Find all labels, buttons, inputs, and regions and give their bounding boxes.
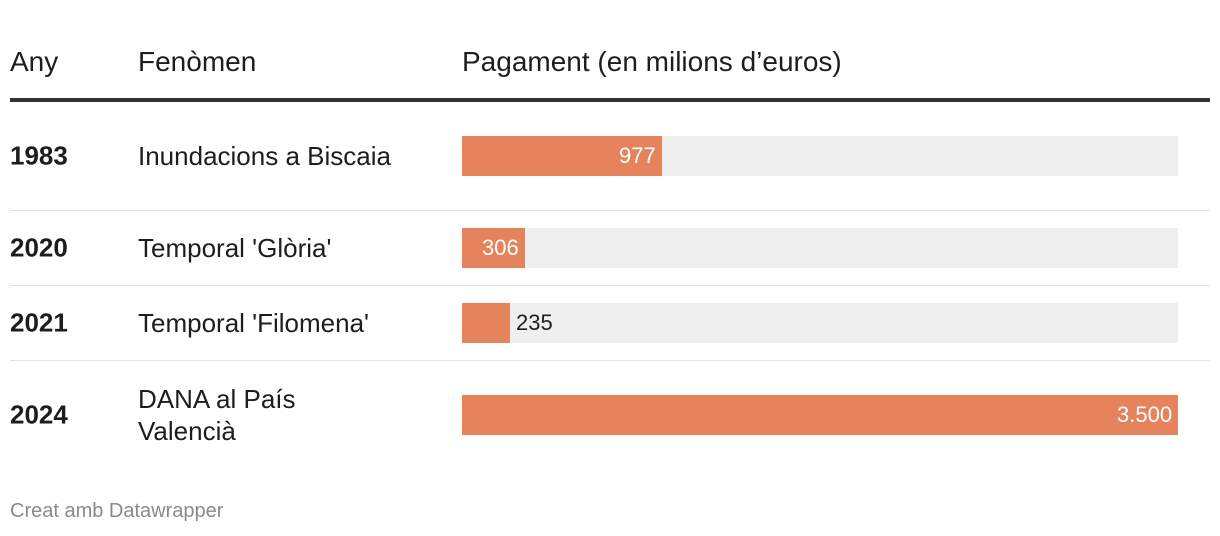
row-year: 2021 [10, 307, 68, 338]
bar-value-label: 3.500 [1117, 402, 1173, 427]
table-body: 1983 Inundacions a Biscaia 977 2020 Temporal… [10, 102, 1210, 469]
bar-value-label: 235 [516, 310, 553, 335]
bar-value-label: 977 [619, 143, 656, 168]
row-year: 2024 [10, 399, 68, 430]
bar [462, 136, 662, 176]
header-year: Any [10, 46, 59, 77]
row-year: 1983 [10, 140, 68, 171]
row-event: Inundacions a Biscaia [138, 141, 391, 171]
table-row: 2021 Temporal 'Filomena' 235 [10, 286, 1210, 361]
bar-value-label: 306 [482, 235, 519, 260]
bar-track: 3.500 [462, 395, 1178, 435]
row-event: Temporal 'Filomena' [138, 308, 370, 338]
row-year: 2020 [10, 232, 68, 263]
header-event: Fenòmen [138, 46, 257, 77]
bar-track: 306 [462, 228, 1178, 268]
bar-table: Any Fenòmen Pagament (en milions d’euros… [10, 0, 1210, 469]
bar [462, 303, 510, 343]
row-event: DANA al País Valencià [138, 384, 296, 446]
table-row: 2024 DANA al País Valencià 3.500 [10, 361, 1210, 469]
bar [462, 228, 525, 268]
header-payment: Pagament (en milions d’euros) [462, 46, 842, 77]
row-event: Temporal 'Glòria' [138, 233, 332, 263]
credit-footer[interactable]: Creat amb Datawrapper [10, 500, 224, 522]
bar [462, 395, 1178, 435]
bar-track: 235 [462, 303, 1178, 343]
bar-track: 977 [462, 136, 1178, 176]
table-header: Any Fenòmen Pagament (en milions d’euros… [10, 0, 1210, 102]
table-row: 2020 Temporal 'Glòria' 306 [10, 211, 1210, 286]
table-row: 1983 Inundacions a Biscaia 977 [10, 102, 1210, 211]
